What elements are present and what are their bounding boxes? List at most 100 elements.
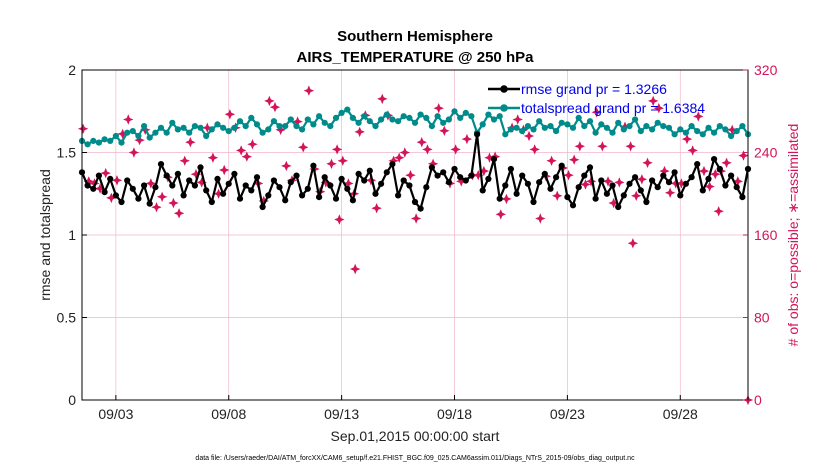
rmse-point — [129, 185, 136, 192]
totalspread-point — [270, 118, 277, 125]
rmse-point — [649, 177, 656, 184]
rmse-point — [349, 197, 356, 204]
totalspread-point — [124, 129, 131, 136]
rmse-point — [282, 197, 289, 204]
y-right-tick-label: 160 — [754, 227, 778, 243]
obs-assimilated-marker — [258, 195, 269, 207]
totalspread-point — [265, 126, 272, 133]
totalspread-point — [615, 119, 622, 126]
obs-assimilated-marker — [473, 170, 484, 181]
totalspread-point — [490, 116, 498, 123]
rmse-point — [496, 195, 503, 202]
obs-assimilated-marker — [202, 122, 213, 133]
totalspread-point — [423, 114, 430, 121]
rmse-point — [265, 192, 272, 199]
rmse-point — [423, 184, 430, 191]
totalspread-point — [400, 113, 407, 120]
obs-assimilated-marker — [698, 165, 710, 177]
obs-assimilated-marker — [602, 176, 614, 187]
totalspread-point — [411, 119, 419, 126]
obs-assimilated-marker — [111, 175, 123, 186]
obs-assimilated-marker — [298, 142, 309, 153]
obs-assimilated-marker — [303, 85, 315, 96]
obs-assimilated-marker — [627, 238, 639, 249]
y-axis-label-right: # of obs: o=possible; ∗=assimilated — [785, 124, 801, 347]
obs-assimilated-marker — [156, 191, 168, 202]
totalspread-point — [406, 114, 413, 121]
obs-assimilated-marker — [264, 95, 275, 107]
obs-assimilated-marker — [563, 170, 574, 181]
rmse-point — [270, 177, 277, 184]
totalspread-point — [598, 121, 605, 128]
rmse-point — [203, 187, 210, 194]
totalspread-point — [586, 118, 594, 125]
rmse-point — [332, 195, 340, 202]
totalspread-point — [536, 118, 543, 125]
totalspread-point — [575, 114, 582, 121]
obs-assimilated-marker — [377, 93, 388, 105]
obs-assimilated-marker — [495, 209, 506, 220]
totalspread-point — [208, 126, 215, 133]
totalspread-point — [146, 134, 153, 141]
rmse-point — [626, 180, 633, 187]
obs-assimilated-marker — [591, 107, 602, 118]
obs-assimilated-marker — [179, 155, 190, 166]
rmse-point — [479, 187, 486, 194]
obs-assimilated-marker — [433, 103, 444, 114]
totalspread-point — [445, 116, 452, 123]
totalspread-point — [327, 123, 334, 130]
obs-assimilated-marker — [659, 165, 670, 177]
totalspread-point — [581, 123, 588, 130]
obs-assimilated-marker — [405, 170, 416, 181]
rmse-point — [434, 172, 441, 179]
rmse-point — [197, 164, 204, 171]
x-tick-label: 09/03 — [98, 406, 133, 422]
obs-assimilated-marker — [334, 214, 345, 225]
rmse-point — [378, 180, 385, 187]
totalspread-point — [547, 123, 554, 130]
obs-assimilated-marker — [94, 183, 106, 194]
x-tick-label: 09/08 — [211, 406, 246, 422]
rmse-point — [615, 203, 622, 211]
obs-assimilated-marker — [207, 152, 219, 163]
rmse-point — [722, 182, 729, 189]
totalspread-point — [191, 123, 198, 130]
obs-assimilated-marker — [241, 151, 252, 162]
totalspread-point — [688, 123, 695, 130]
obs-assimilated-marker — [337, 155, 348, 166]
totalspread-point — [107, 137, 114, 144]
obs-assimilated-marker — [704, 181, 715, 192]
totalspread-point — [344, 106, 351, 113]
totalspread-point — [519, 128, 526, 135]
totalspread-point — [660, 123, 667, 130]
obs-assimilated-marker — [173, 208, 185, 219]
totalspread-point — [355, 119, 362, 126]
obs-assimilated-marker — [738, 150, 749, 161]
axes-layer: 0 0.5 1 1.5 2 0 80 160 240 320 09/03 09/08 09/13 09/1… — [57, 62, 778, 422]
totalspread-point — [282, 123, 289, 130]
totalspread-point — [507, 126, 514, 133]
totalspread-point — [225, 128, 232, 135]
rmse-point — [711, 156, 718, 163]
rmse-point — [575, 184, 582, 191]
rmse-point — [682, 180, 690, 187]
totalspread-point — [485, 111, 492, 118]
data-file-footnote: data file: /Users/raeder/DAI/ATM_forcXX/… — [195, 455, 635, 462]
totalspread-point — [609, 129, 616, 136]
obs-assimilated-marker — [478, 165, 490, 177]
rmse-point — [253, 174, 261, 181]
rmse-point — [366, 167, 373, 174]
obs-assimilated-marker — [529, 144, 540, 155]
totalspread-point — [457, 114, 464, 121]
rmse-point — [598, 177, 605, 184]
obs-assimilated-marker — [664, 187, 676, 198]
rmse-point — [620, 192, 627, 199]
obs-assimilated-marker — [77, 123, 89, 134]
rmse-point — [694, 161, 701, 168]
totalspread-point — [603, 124, 611, 131]
rmse-point — [677, 192, 684, 199]
rmse-point — [208, 198, 215, 206]
totalspread-point — [259, 129, 266, 136]
rmse-point — [214, 175, 221, 182]
rmse-point — [632, 174, 639, 181]
